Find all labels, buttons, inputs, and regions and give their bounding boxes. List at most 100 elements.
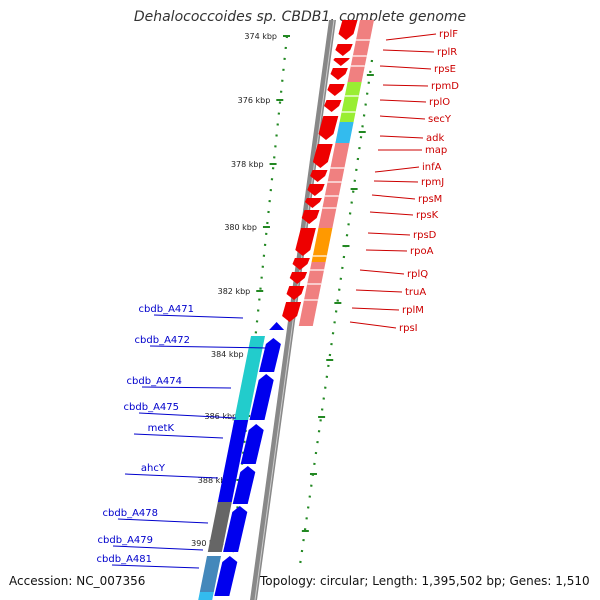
gene-label: cbdb_A472 [135, 335, 190, 346]
gene-label-leader [141, 386, 232, 389]
forward-gene-arrow [312, 144, 333, 168]
forward-gene-arrow [330, 68, 348, 80]
forward-gene-arrow [338, 20, 358, 40]
kbp-label: 386 kbp [205, 412, 238, 421]
gene-label-leader [133, 433, 224, 439]
reverse-cog-block [244, 336, 265, 370]
forward-gene-arrow [307, 184, 325, 196]
gene-label: cbdb_A474 [127, 376, 182, 387]
gene-label: rpsM [418, 194, 442, 205]
kbp-label: 374 kbp [244, 32, 277, 41]
gene-label-leader [355, 289, 403, 293]
gene-label-leader [379, 115, 426, 120]
gene-label: rplF [439, 29, 458, 40]
gene-label: rpsI [399, 323, 418, 334]
reverse-gene-arrow [232, 466, 256, 504]
gene-label: rpsE [434, 64, 456, 75]
reverse-gene-arrow [223, 506, 248, 552]
gene-label: map [425, 145, 447, 156]
gene-label: metK [148, 423, 175, 434]
gene-label: rpmD [431, 81, 459, 92]
kbp-label: 378 kbp [231, 160, 264, 169]
gene-label: rpsK [416, 210, 439, 221]
gene-label: rplM [402, 305, 424, 316]
gene-label-leader [374, 166, 420, 173]
cog-category-block [298, 262, 326, 326]
forward-gene-arrow [282, 302, 302, 322]
reverse-cog-block [226, 420, 249, 460]
forward-gene-arrow [304, 198, 322, 208]
gene-label-leader [373, 180, 419, 183]
gene-label: rpmJ [421, 177, 444, 188]
cog-category-block [318, 143, 350, 228]
forward-gene-arrow [318, 116, 339, 140]
gene-label: rplO [429, 97, 450, 108]
map-title: Dehalococcoides sp. CBDB1, complete geno… [133, 9, 467, 25]
gene-label: truA [405, 287, 426, 298]
kbp-label: 380 kbp [224, 223, 257, 232]
reverse-cog-block [217, 460, 241, 502]
gene-label: rplQ [407, 269, 428, 280]
accession-label: Accession: NC_007356 [9, 574, 146, 588]
forward-gene-arrow [292, 258, 310, 270]
gene-label: cbdb_A479 [98, 535, 153, 546]
gene-label-leader [379, 135, 424, 139]
gene-label: adk [426, 133, 444, 144]
reverse-gene-arrow [240, 424, 264, 464]
reverse-cog-block [199, 556, 221, 592]
gene-label-leader [351, 307, 400, 311]
reverse-cog-block [234, 370, 259, 420]
gene-label: infA [422, 162, 442, 173]
gene-label: cbdb_A478 [103, 508, 158, 519]
reverse-gene-arrow [214, 556, 238, 596]
gene-label-leader [359, 269, 405, 275]
reverse-gene-arrow [267, 322, 285, 330]
gene-label-leader [117, 518, 209, 524]
gene-label-leader [112, 545, 204, 551]
gene-label: cbdb_A475 [124, 402, 179, 413]
gene-label: rpsD [413, 230, 437, 241]
gene-label-leader [124, 473, 219, 479]
forward-gene-arrow [301, 210, 320, 224]
reverse-cog-block [207, 502, 232, 552]
reverse-gene-arrow [249, 374, 274, 420]
kbp-label: 390 kbp [191, 539, 224, 548]
gene-label-leader [367, 232, 411, 236]
gene-label-leader [153, 314, 244, 319]
kbp-label: 382 kbp [218, 287, 251, 296]
forward-gene-arrow [327, 84, 345, 96]
forward-gene-arrow [324, 100, 342, 112]
cog-category-block [311, 228, 333, 262]
gene-label-leader [379, 65, 432, 70]
gene-label-leader [382, 84, 429, 87]
gene-label: cbdb_A481 [97, 554, 152, 565]
kbp-label: 384 kbp [211, 350, 244, 359]
gene-label-leader [382, 49, 435, 53]
gene-label-leader [371, 194, 416, 200]
kbp-label: 376 kbp [238, 96, 271, 105]
forward-gene-arrow [286, 286, 305, 300]
gene-label-leader [149, 345, 267, 349]
gene-label-leader [385, 33, 437, 41]
topology-label: Topology: circular; Length: 1,395,502 bp… [260, 574, 590, 588]
gene-label-leader [369, 211, 414, 216]
forward-gene-arrow [335, 44, 353, 56]
forward-gene-arrow [310, 170, 328, 182]
gene-label: cbdb_A471 [139, 304, 194, 315]
forward-gene-arrow [333, 58, 350, 66]
gene-label: secY [428, 114, 452, 125]
cog-category-block [335, 122, 354, 143]
reverse-cog-block [198, 592, 214, 600]
gene-label: rplR [437, 47, 457, 58]
reverse-gene-arrow [259, 338, 281, 372]
gene-label-leader [138, 412, 237, 419]
gene-label: rpoA [410, 246, 434, 257]
gene-label-leader [365, 249, 408, 252]
forward-gene-arrow [295, 228, 316, 256]
gene-label-leader [379, 99, 427, 103]
gene-label-leader [111, 564, 200, 569]
kbp-label: 388 kbp [198, 476, 231, 485]
forward-gene-arrow [289, 272, 308, 284]
